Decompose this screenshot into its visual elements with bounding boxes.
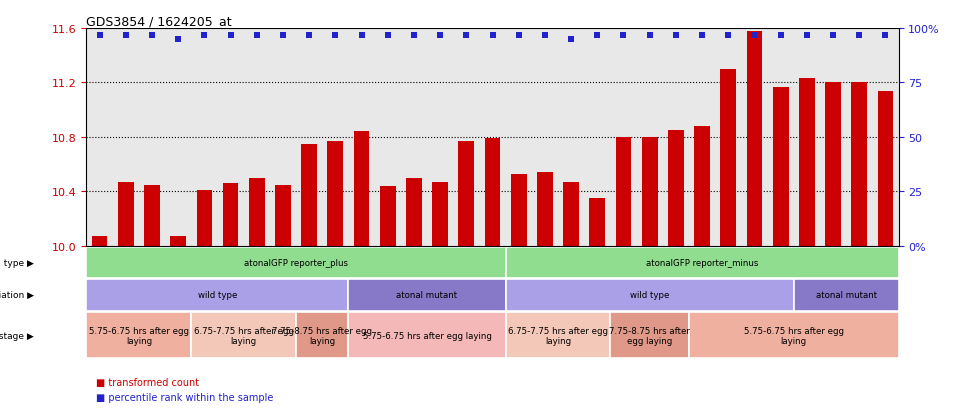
Point [537,32,553,39]
Point [642,32,657,39]
Text: genotype/variation ▶: genotype/variation ▶ [0,291,34,300]
Text: wild type: wild type [630,291,670,300]
Point [485,32,501,39]
Text: 6.75-7.75 hrs after egg
laying: 6.75-7.75 hrs after egg laying [508,326,608,345]
Bar [275,185,291,246]
Point [223,32,238,39]
Point [249,32,264,39]
Point [170,36,185,43]
Bar [689,313,899,358]
Text: 5.75-6.75 hrs after egg
laying: 5.75-6.75 hrs after egg laying [744,326,844,345]
Text: atonal mutant: atonal mutant [816,291,876,300]
Text: atonalGFP reporter_minus: atonalGFP reporter_minus [646,258,758,267]
Bar [537,173,553,246]
Text: 7.75-8.75 hrs after
egg laying: 7.75-8.75 hrs after egg laying [609,326,690,345]
Point [92,32,108,39]
Bar [877,91,894,246]
Bar [458,142,474,246]
Bar [118,183,134,246]
Bar [825,83,841,246]
Bar [505,247,899,278]
Bar [86,313,191,358]
Text: atonal mutant: atonal mutant [397,291,457,300]
Text: 5.75-6.75 hrs after egg laying: 5.75-6.75 hrs after egg laying [362,331,491,340]
Bar [773,87,789,246]
Point [144,32,160,39]
Point [877,32,893,39]
Bar [328,142,343,246]
Bar [144,185,160,246]
Point [302,32,317,39]
Bar [223,184,238,246]
Point [616,32,631,39]
Bar [616,138,631,246]
Bar [249,178,264,246]
Bar [296,313,349,358]
Point [511,32,527,39]
Bar [354,132,369,246]
Point [328,32,343,39]
Point [721,32,736,39]
Text: 5.75-6.75 hrs after egg
laying: 5.75-6.75 hrs after egg laying [88,326,189,345]
Point [275,32,290,39]
Point [825,32,841,39]
Bar [642,138,657,246]
Text: wild type: wild type [198,291,237,300]
Bar [349,313,505,358]
Point [197,32,212,39]
Point [458,32,474,39]
Bar [610,313,689,358]
Bar [721,70,736,246]
Bar [86,247,505,278]
Text: ■ transformed count: ■ transformed count [96,377,199,387]
Bar [511,174,527,246]
Text: development stage ▶: development stage ▶ [0,331,34,340]
Bar [407,178,422,246]
Point [800,32,815,39]
Bar [484,139,501,246]
Point [747,32,762,39]
Bar [589,199,605,246]
Bar [302,145,317,246]
Text: cell type ▶: cell type ▶ [0,258,34,267]
Bar [505,280,794,311]
Point [668,32,683,39]
Text: 6.75-7.75 hrs after egg
laying: 6.75-7.75 hrs after egg laying [194,326,294,345]
Bar [91,237,108,246]
Text: GDS3854 / 1624205_at: GDS3854 / 1624205_at [86,15,233,28]
Point [407,32,422,39]
Point [118,32,134,39]
Point [695,32,710,39]
Bar [349,280,505,311]
Point [851,32,867,39]
Bar [563,183,579,246]
Bar [191,313,296,358]
Bar [799,79,815,246]
Bar [170,237,186,246]
Bar [851,83,867,246]
Bar [668,131,683,246]
Bar [505,313,610,358]
Bar [196,190,212,246]
Point [354,32,369,39]
Bar [747,32,762,246]
Bar [794,280,899,311]
Bar [694,127,710,246]
Bar [86,280,349,311]
Bar [432,183,448,246]
Text: ■ percentile rank within the sample: ■ percentile rank within the sample [96,392,274,402]
Point [380,32,395,39]
Bar [380,187,396,246]
Point [563,36,579,43]
Text: 7.75-8.75 hrs after egg
laying: 7.75-8.75 hrs after egg laying [272,326,372,345]
Point [590,32,605,39]
Text: atonalGFP reporter_plus: atonalGFP reporter_plus [244,258,348,267]
Point [773,32,788,39]
Point [432,32,448,39]
